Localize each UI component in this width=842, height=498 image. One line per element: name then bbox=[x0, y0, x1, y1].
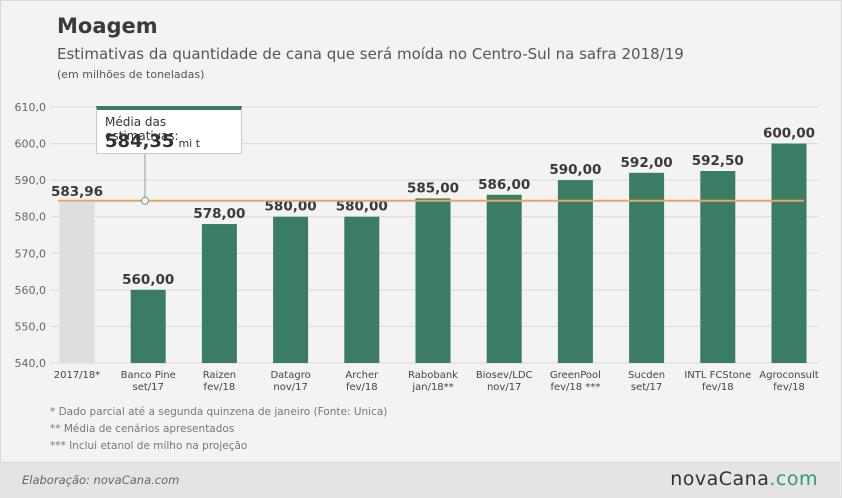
data-label: 580,00 bbox=[336, 199, 388, 215]
y-tick-label: 610,0 bbox=[15, 101, 47, 114]
x-tick-label: set/17 bbox=[631, 382, 662, 393]
brand-domain: .com bbox=[769, 468, 818, 490]
data-label: 592,00 bbox=[621, 155, 673, 171]
data-label: 578,00 bbox=[193, 206, 245, 222]
bar bbox=[486, 194, 522, 363]
bar bbox=[130, 289, 166, 363]
bar bbox=[557, 180, 593, 363]
y-tick-label: 570,0 bbox=[15, 247, 47, 260]
footer-bar: Elaboração: novaCana.com novaCana.com bbox=[0, 462, 840, 498]
bar bbox=[771, 143, 807, 363]
x-tick-label: set/17 bbox=[133, 382, 164, 393]
footer-credit: Elaboração: novaCana.com bbox=[22, 473, 180, 487]
x-tick-label: 2017/18* bbox=[54, 370, 101, 381]
y-tick-label: 550,0 bbox=[15, 320, 47, 333]
x-tick-label: Banco Pine bbox=[121, 370, 176, 381]
data-label: 583,96 bbox=[51, 184, 103, 200]
brand-name: novaCana bbox=[670, 468, 770, 490]
average-callout-unit: mi t bbox=[178, 137, 201, 150]
bar-chart: 540,0 550,0 560,0 570,0 580,0 590,0 600,0 610,0… bbox=[15, 101, 819, 393]
data-label: 585,00 bbox=[407, 180, 459, 196]
x-tick-label: jan/18** bbox=[411, 382, 453, 393]
footnote-3: *** Inclui etanol de milho na projeção bbox=[50, 440, 248, 452]
x-tick-label: fev/18 bbox=[773, 382, 805, 393]
x-tick-label: Rabobank bbox=[408, 370, 458, 381]
average-callout-label: Média das estimativas: bbox=[105, 115, 179, 143]
bar bbox=[629, 172, 665, 363]
y-tick-label: 540,0 bbox=[15, 357, 47, 370]
x-tick-label: fev/18 bbox=[204, 382, 236, 393]
footnotes: * Dado parcial até a segunda quinzena de… bbox=[50, 404, 387, 455]
y-tick-label: 580,0 bbox=[15, 211, 47, 224]
average-callout-value-wrap: 584,35 mi t bbox=[105, 131, 200, 152]
y-tick-label: 600,0 bbox=[15, 138, 47, 151]
reference-bar bbox=[59, 202, 95, 363]
x-tick-label: Datagro bbox=[270, 370, 310, 381]
y-tick-label: 590,0 bbox=[15, 174, 47, 187]
x-tick-label: fev/18 bbox=[346, 382, 378, 393]
brand-logo: novaCana.com bbox=[670, 468, 818, 490]
bar bbox=[344, 216, 380, 363]
average-marker bbox=[141, 196, 149, 205]
footnote-1: * Dado parcial até a segunda quinzena de… bbox=[50, 406, 388, 418]
y-tick-label: 560,0 bbox=[15, 284, 47, 297]
x-tick-label: Archer bbox=[345, 370, 379, 381]
average-callout-value: 584,35 bbox=[105, 131, 175, 152]
data-label: 586,00 bbox=[478, 177, 530, 193]
x-tick-label: fev/18 bbox=[702, 382, 734, 393]
x-tick-label: INTL FCStone bbox=[684, 370, 751, 381]
unit-note: (em milhões de toneladas) bbox=[57, 68, 205, 81]
x-tick-label: Raizen bbox=[203, 370, 236, 381]
x-tick-label: GreenPool bbox=[550, 370, 601, 381]
x-tick-label: nov/17 bbox=[487, 382, 521, 393]
bar bbox=[273, 216, 309, 363]
x-tick-label: fev/18 *** bbox=[550, 382, 600, 393]
data-label: 560,00 bbox=[122, 272, 174, 288]
data-label: 580,00 bbox=[265, 199, 317, 215]
chart-title: Moagem bbox=[57, 14, 158, 38]
x-tick-label: Biosev/LDC bbox=[476, 370, 533, 381]
data-label: 600,00 bbox=[763, 126, 815, 142]
data-label: 590,00 bbox=[549, 162, 601, 178]
x-tick-label: nov/17 bbox=[273, 382, 307, 393]
bar bbox=[201, 224, 237, 363]
bar bbox=[700, 171, 736, 363]
chart-subtitle: Estimativas da quantidade de cana que se… bbox=[57, 45, 684, 63]
footnote-2: ** Média de cenários apresentados bbox=[50, 423, 235, 435]
average-callout: Média das estimativas: 584,35 mi t bbox=[96, 106, 242, 154]
x-tick-label: Sucden bbox=[628, 370, 665, 381]
bar bbox=[415, 198, 451, 363]
data-label: 592,50 bbox=[692, 153, 744, 169]
x-tick-label: Agroconsult bbox=[759, 370, 818, 381]
